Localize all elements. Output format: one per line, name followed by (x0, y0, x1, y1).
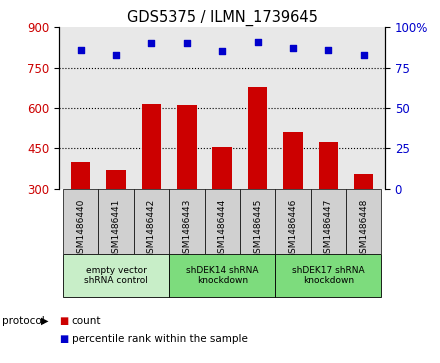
Point (113, 52, 120, 58)
Point (290, 45, 297, 51)
Text: GSM1486446: GSM1486446 (289, 199, 297, 259)
Bar (106, 170, 126, 189)
Bar (134, 189, 169, 254)
Point (183, 41, 191, 46)
Bar (177, 105, 197, 189)
Text: empty vector
shRNA control: empty vector shRNA control (84, 266, 148, 285)
Text: percentile rank within the sample: percentile rank within the sample (72, 334, 248, 344)
Bar (71, 162, 90, 189)
Text: GSM1486445: GSM1486445 (253, 199, 262, 259)
Text: protocol: protocol (2, 316, 45, 326)
Text: ▶: ▶ (41, 316, 49, 326)
Text: GSM1486440: GSM1486440 (76, 199, 85, 259)
Bar (98, 189, 134, 254)
Bar (319, 142, 338, 189)
Title: GDS5375 / ILMN_1739645: GDS5375 / ILMN_1739645 (127, 10, 318, 26)
Bar (63, 254, 169, 297)
Point (254, 39, 261, 45)
Text: ■: ■ (59, 334, 69, 344)
Text: GSM1486447: GSM1486447 (324, 199, 333, 259)
Text: GSM1486443: GSM1486443 (182, 199, 191, 259)
Bar (142, 104, 161, 189)
Bar (354, 174, 374, 189)
Point (219, 49, 226, 54)
Bar (248, 86, 268, 189)
Text: GSM1486441: GSM1486441 (111, 199, 121, 259)
Bar (311, 189, 346, 254)
Bar (240, 189, 275, 254)
Point (325, 47, 332, 53)
Bar (283, 132, 303, 189)
Bar (275, 254, 381, 297)
Bar (275, 189, 311, 254)
Text: shDEK17 shRNA
knockdown: shDEK17 shRNA knockdown (292, 266, 365, 285)
Text: GSM1486442: GSM1486442 (147, 199, 156, 259)
Bar (213, 147, 232, 189)
Bar (169, 189, 205, 254)
Point (77, 47, 84, 53)
Text: GSM1486448: GSM1486448 (359, 199, 368, 259)
Bar (346, 189, 381, 254)
Text: GSM1486444: GSM1486444 (218, 199, 227, 259)
Bar (205, 189, 240, 254)
Bar (169, 254, 275, 297)
Bar (63, 189, 98, 254)
Text: shDEK14 shRNA
knockdown: shDEK14 shRNA knockdown (186, 266, 258, 285)
Point (148, 41, 155, 46)
Text: count: count (72, 316, 101, 326)
Point (360, 52, 367, 58)
Text: ■: ■ (59, 316, 69, 326)
